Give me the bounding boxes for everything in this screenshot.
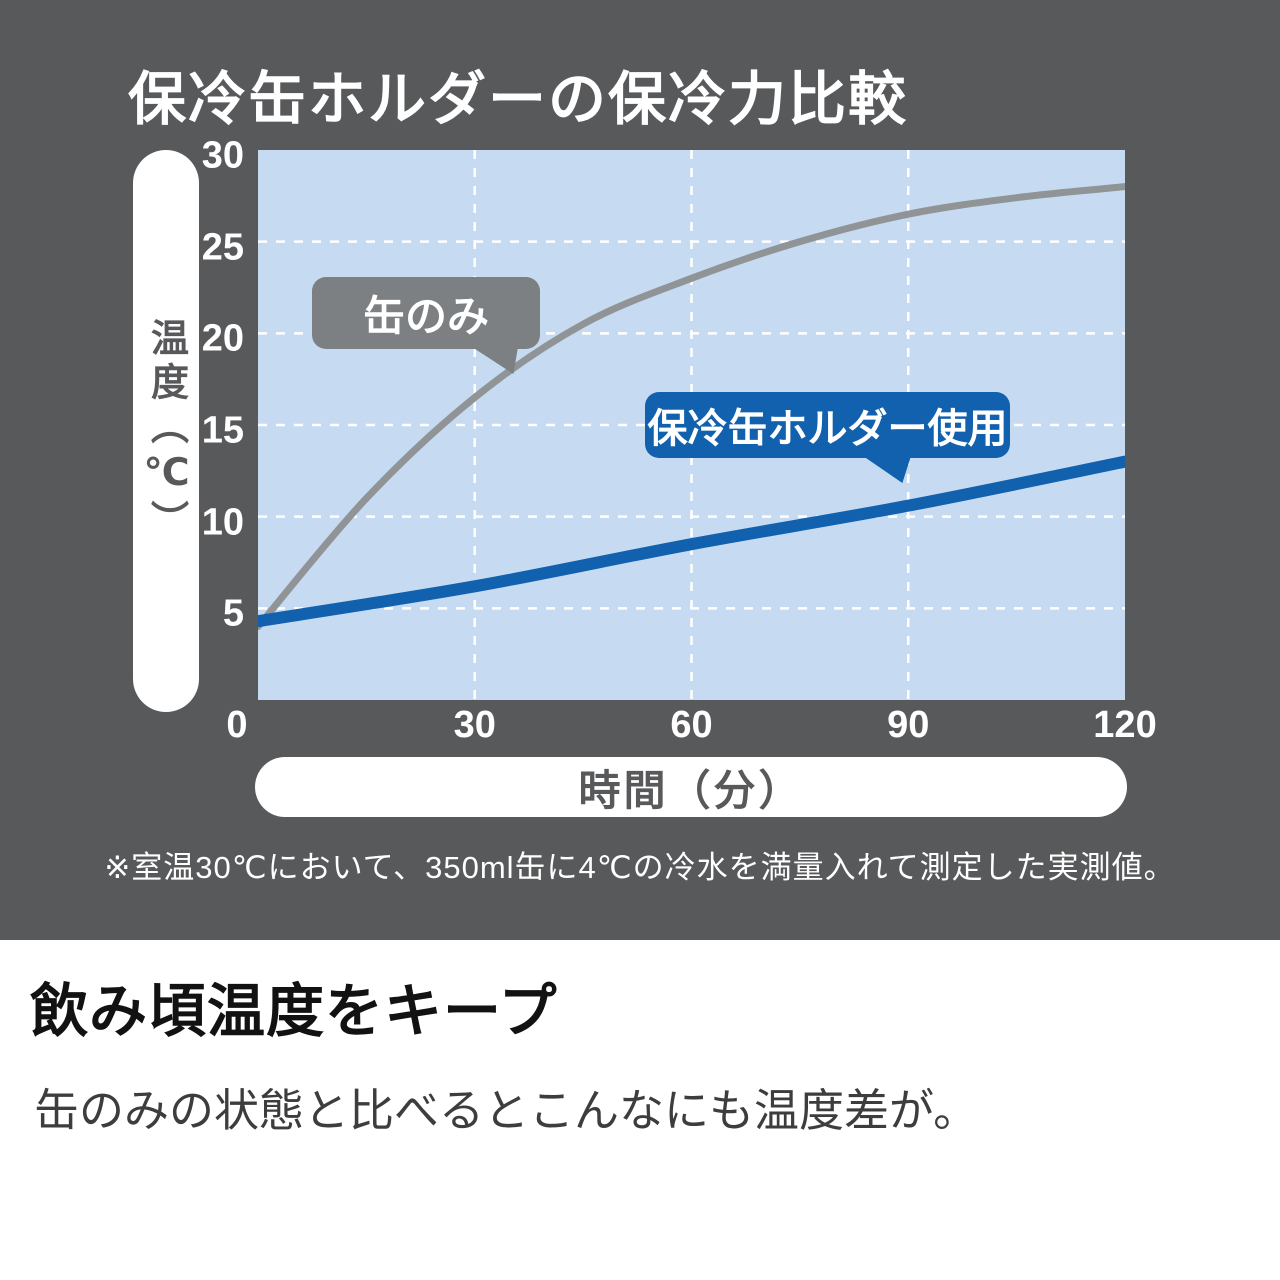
footnote: ※室温30℃において、350ml缶に4℃の冷水を満量入れて測定した実測値。 <box>104 850 1176 885</box>
caption-panel: 飲み頃温度をキープ 缶のみの状態と比べるとこんなにも温度差が。 <box>0 940 1280 1280</box>
plot-area: 缶のみ 保冷缶ホルダー使用 <box>258 150 1125 700</box>
caption-body: 缶のみの状態と比べるとこんなにも温度差が。 <box>34 1085 979 1136</box>
y-tick-label: 15 <box>201 409 244 452</box>
y-tick-label: 5 <box>222 592 244 635</box>
chart-title: 保冷缶ホルダーの保冷力比較 <box>128 67 909 132</box>
y-tick-label: 25 <box>201 226 244 269</box>
series-label-bubble-can-only: 缶のみ <box>312 277 540 349</box>
y-tick-label: 30 <box>201 134 244 177</box>
y-axis-label: 温度（℃） <box>144 318 187 544</box>
series-line-can-only <box>258 183 1125 631</box>
x-tick-label: 0 <box>226 704 248 746</box>
series-label-bubble-holder: 保冷缶ホルダー使用 <box>645 392 1010 458</box>
x-axis-label: 時間（分） <box>578 766 804 814</box>
y-tick-label: 10 <box>201 501 244 544</box>
y-axis-label-pill: 温度（℃） <box>133 150 199 712</box>
chart-panel: 保冷缶ホルダーの保冷力比較 温度（℃） 缶のみ 保冷缶ホルダー使用 時間（分） … <box>0 0 1280 940</box>
y-tick-label: 20 <box>201 317 244 360</box>
x-tick-label: 120 <box>1093 704 1157 746</box>
caption-heading: 飲み頃温度をキープ <box>30 979 558 1044</box>
x-tick-label: 60 <box>670 704 713 746</box>
x-axis-label-pill: 時間（分） <box>255 757 1127 817</box>
series-label-can-only: 缶のみ <box>362 292 489 340</box>
series-label-holder: 保冷缶ホルダー使用 <box>647 407 1008 451</box>
x-tick-label: 90 <box>887 704 930 746</box>
series-line-holder <box>258 455 1125 628</box>
x-tick-label: 30 <box>453 704 496 746</box>
